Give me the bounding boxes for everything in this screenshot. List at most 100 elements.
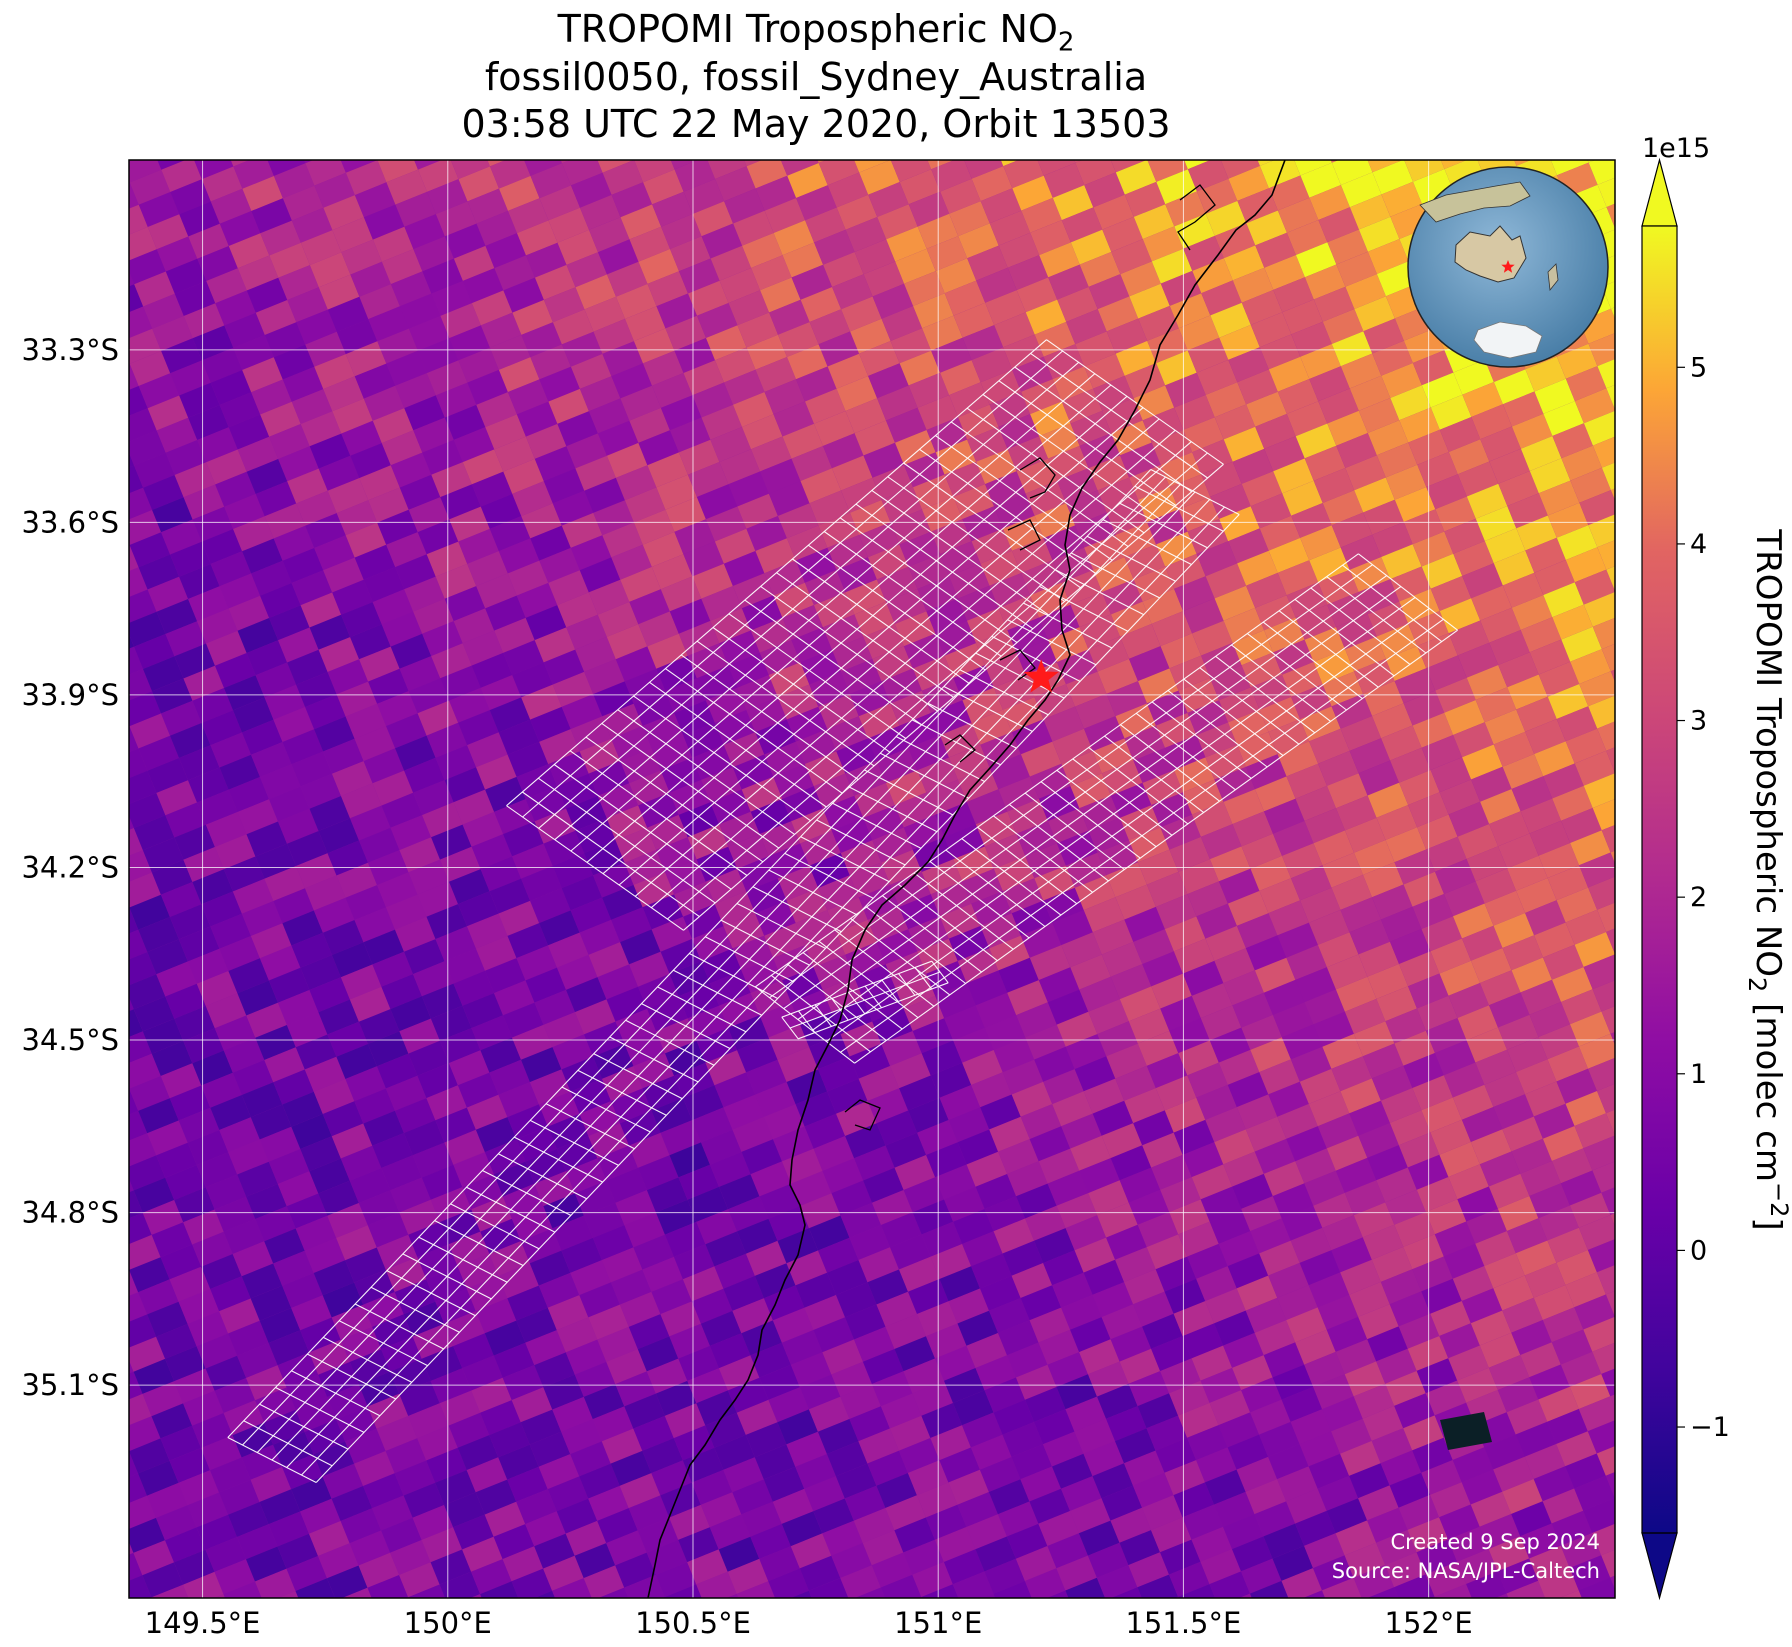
no2-pixel [1083, 1622, 1124, 1647]
no2-pixel [809, 853, 850, 888]
no2-pixel [1192, 258, 1233, 294]
no2-pixel [858, 1428, 899, 1464]
no2-pixel [877, 204, 918, 240]
no2-pixel [1660, 1597, 1701, 1632]
no2-pixel [669, 1504, 710, 1540]
no2-pixel [1606, 747, 1615, 773]
no2-pixel [129, 646, 143, 675]
no2-pixel [1187, 1243, 1228, 1279]
no2-pixel [781, 1511, 823, 1547]
no2-pixel [215, 109, 256, 144]
no2-pixel [43, 1499, 84, 1534]
no2-pixel [1093, 375, 1134, 411]
no2-pixel [732, 1116, 773, 1152]
no2-pixel [840, 840, 882, 876]
no2-pixel [1398, 1132, 1440, 1168]
no2-pixel [1268, 537, 1310, 573]
no2-pixel [993, 674, 1035, 710]
no2-pixel [737, 856, 778, 892]
no2-pixel [1559, 1590, 1582, 1598]
no2-pixel [1174, 213, 1215, 249]
no2-pixel [1426, 655, 1467, 691]
no2-pixel [1075, 331, 1116, 367]
no2-pixel [1385, 1189, 1426, 1225]
no2-pixel [831, 636, 873, 672]
no2-pixel [692, 382, 733, 418]
footprint-line [680, 654, 859, 781]
no2-pixel [1228, 347, 1269, 383]
no2-pixel [1151, 1517, 1192, 1553]
no2-pixel [1096, 1565, 1138, 1598]
no2-pixel [805, 207, 846, 243]
no2-pixel [732, 573, 774, 609]
no2-pixel [561, 331, 603, 367]
footprint-line [839, 517, 1018, 643]
no2-pixel [1070, 229, 1112, 265]
no2-pixel [795, 1272, 836, 1308]
no2-pixel [746, 160, 788, 189]
no2-pixel [385, 1257, 427, 1292]
no2-pixel [1331, 1418, 1372, 1454]
no2-pixel [129, 1110, 148, 1141]
no2-pixel [1448, 1526, 1489, 1562]
no2-pixel [1047, 989, 1089, 1025]
no2-pixel [323, 738, 364, 774]
no2-pixel [395, 191, 436, 227]
no2-pixel [1538, 1205, 1579, 1241]
no2-pixel [278, 446, 319, 482]
no2-pixel [665, 678, 706, 714]
no2-pixel [1390, 385, 1431, 421]
no2-pixel [1322, 1215, 1363, 1251]
no2-pixel [408, 1222, 449, 1257]
no2-pixel [975, 811, 1017, 847]
no2-pixel [1309, 366, 1350, 402]
no2-pixel [881, 1212, 922, 1248]
no2-pixel [439, 1571, 481, 1598]
no2-pixel [1367, 1587, 1399, 1598]
no2-pixel [273, 707, 315, 742]
no2-pixel [328, 116, 369, 151]
no2-pixel [1588, 695, 1615, 729]
no2-pixel [1489, 992, 1530, 1028]
no2-pixel [967, 245, 1008, 281]
no2-pixel [1120, 80, 1161, 115]
no2-pixel [413, 598, 454, 634]
no2-pixel [1372, 160, 1413, 195]
no2-pixel [692, 926, 733, 962]
no2-pixel [165, 983, 206, 1019]
no2-pixel [814, 229, 855, 265]
no2-pixel [161, 519, 202, 555]
no2-pixel [377, 872, 418, 908]
no2-pixel [472, 109, 513, 144]
no2-pixel [1304, 1533, 1345, 1569]
no2-pixel [1151, 248, 1193, 284]
no2-pixel [1362, 1224, 1404, 1260]
no2-pixel [759, 1546, 800, 1582]
no2-pixel [579, 1282, 620, 1318]
no2-pixel [1079, 1339, 1120, 1375]
no2-pixel [494, 980, 535, 1016]
no2-pixel [1596, 1446, 1615, 1476]
footprint-line [789, 971, 941, 1029]
no2-pixel [174, 281, 216, 316]
footprint-line [1072, 758, 1173, 836]
no2-pixel [1479, 1332, 1521, 1368]
footprint-line [1294, 598, 1395, 677]
no2-pixel [129, 160, 162, 183]
credit-source: Source: NASA/JPL-Caltech [1332, 1559, 1600, 1583]
no2-pixel [1101, 760, 1143, 796]
no2-pixel [395, 916, 436, 952]
no2-pixel [1255, 595, 1296, 631]
no2-pixel [197, 427, 238, 463]
no2-pixel [777, 1228, 818, 1264]
no2-pixel [1562, 83, 1603, 118]
no2-pixel [169, 1266, 211, 1302]
no2-pixel [277, 990, 319, 1025]
no2-pixel [502, 1546, 544, 1582]
no2-pixel [1196, 1447, 1237, 1483]
no2-pixel [228, 777, 269, 812]
no2-pixel [377, 160, 378, 161]
no2-pixel [759, 1183, 800, 1219]
no2-pixel [471, 471, 513, 507]
no2-pixel [872, 283, 914, 319]
